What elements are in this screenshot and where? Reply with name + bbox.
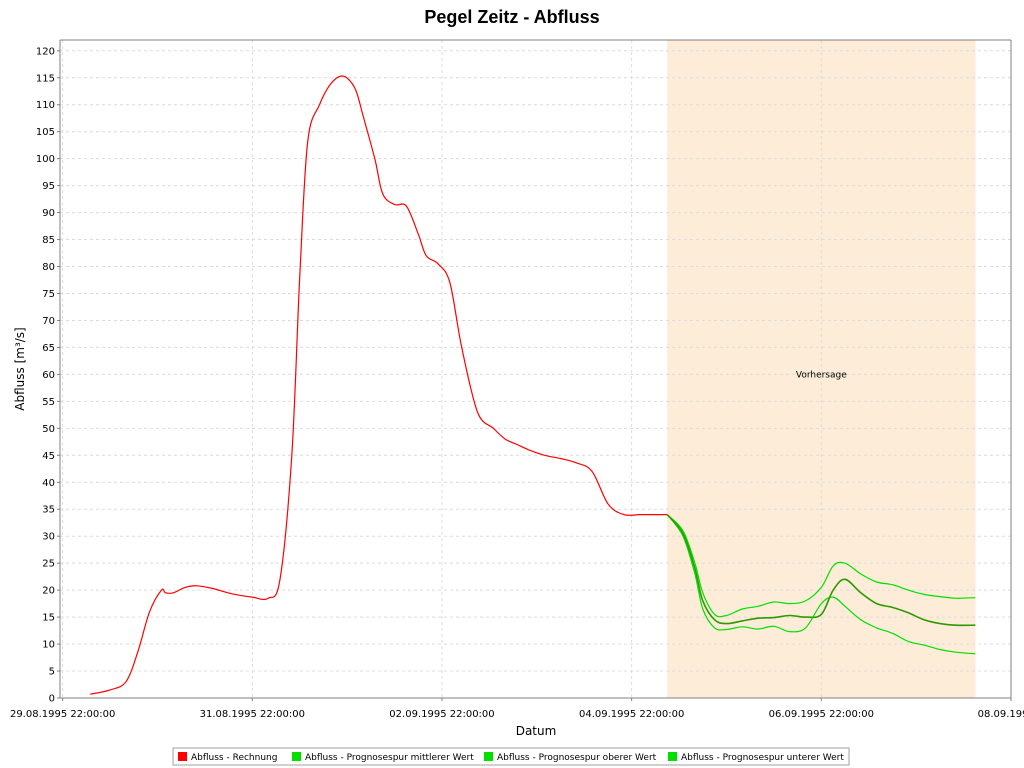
y-tick-label: 95 [42, 181, 55, 192]
series-layer [90, 75, 976, 695]
x-axis-label: Datum [516, 724, 557, 738]
x-tick-label: 31.08.1995 22:00:00 [200, 709, 305, 720]
legend-item: Abfluss - Prognosespur mittlerer Wert [292, 752, 474, 763]
legend-swatch [292, 752, 301, 761]
y-tick-label: 50 [42, 424, 55, 435]
y-tick-label: 65 [42, 343, 55, 354]
y-tick-label: 100 [36, 154, 55, 165]
y-tick-label: 85 [42, 235, 55, 246]
legend-label: Abfluss - Rechnung [191, 753, 277, 763]
legend-swatch [484, 752, 493, 761]
x-axis-ticks: 29.08.1995 22:00:00 31.08.1995 22:00:00 02… [10, 698, 1024, 720]
y-tick-label: 0 [49, 694, 55, 705]
x-tick-label: 06.09.1995 22:00:00 [769, 709, 874, 720]
y-tick-label: 120 [36, 46, 55, 57]
x-tick-label: 29.08.1995 22:00:00 [10, 709, 115, 720]
chart-title: Pegel Zeitz - Abfluss [424, 7, 599, 27]
legend-box [172, 747, 850, 766]
y-tick-label: 5 [49, 667, 55, 678]
series-line-1 [666, 514, 976, 627]
y-tick-label: 80 [42, 262, 55, 273]
y-tick-label: 110 [36, 100, 55, 111]
legend-label: Abfluss - Prognosespur oberer Wert [497, 753, 657, 763]
y-axis-label: Abfluss [m³/s] [13, 327, 27, 410]
plot-area: Vorhersage [60, 40, 1012, 699]
axes [59, 39, 1012, 699]
series-line-0 [90, 75, 668, 695]
legend-item: Abfluss - Prognosespur unterer Wert [668, 752, 844, 763]
legend-swatch [668, 752, 677, 761]
legend-item: Abfluss - Rechnung [178, 752, 277, 763]
y-tick-label: 115 [36, 73, 55, 84]
y-tick-label: 55 [42, 397, 55, 408]
y-tick-label: 75 [42, 289, 55, 300]
legend-label: Abfluss - Prognosespur mittlerer Wert [305, 753, 474, 763]
y-tick-label: 20 [42, 586, 55, 597]
forecast-label: Vorhersage [796, 370, 847, 380]
y-tick-label: 15 [42, 613, 55, 624]
y-axis-ticks: 0 5 10 15 20 25 30 35 40 45 50 55 60 65 70 75 80 85 90 95 10… [36, 46, 60, 705]
x-tick-label: 04.09.1995 22:00:00 [579, 709, 684, 720]
y-tick-label: 40 [42, 478, 55, 489]
y-tick-label: 90 [42, 208, 55, 219]
legend-swatch [178, 752, 187, 761]
series-line-2 [666, 514, 976, 618]
y-tick-label: 105 [36, 127, 55, 138]
legend: Abfluss - Rechnung Abfluss - Prognosespur… [172, 747, 850, 766]
y-tick-label: 30 [42, 532, 55, 543]
grid-layer [60, 40, 1012, 699]
legend-label: Abfluss - Prognosespur unterer Wert [681, 753, 844, 763]
series-line-3 [666, 514, 976, 655]
y-tick-label: 35 [42, 505, 55, 516]
y-tick-label: 25 [42, 559, 55, 570]
y-tick-label: 70 [42, 316, 55, 327]
legend-items: Abfluss - Rechnung Abfluss - Prognosespur… [178, 752, 844, 763]
x-tick-label: 08.09.1995 2 [978, 709, 1024, 720]
y-tick-label: 45 [42, 451, 55, 462]
legend-item: Abfluss - Prognosespur oberer Wert [484, 752, 657, 763]
y-tick-label: 60 [42, 370, 55, 381]
y-tick-label: 10 [42, 640, 55, 651]
x-tick-label: 02.09.1995 22:00:00 [389, 709, 494, 720]
